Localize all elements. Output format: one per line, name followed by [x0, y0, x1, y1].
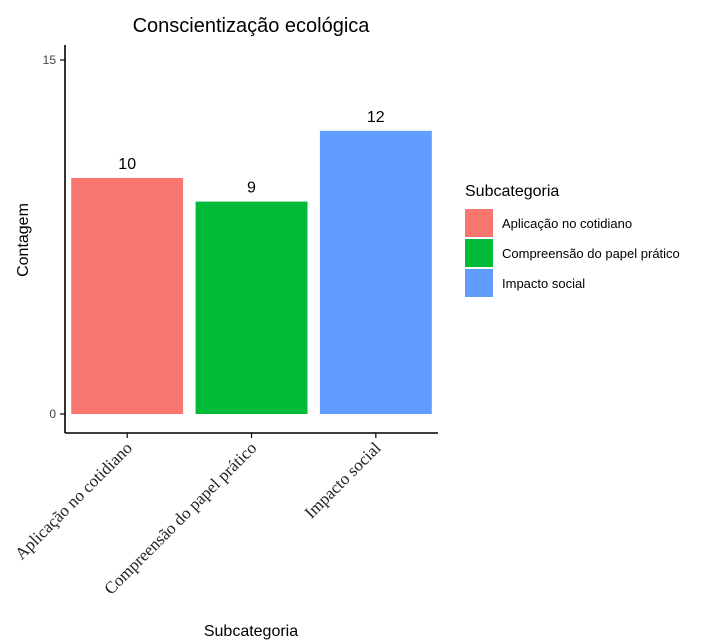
legend-swatch: [465, 209, 493, 237]
bar: [320, 131, 432, 414]
legend-entry: Compreensão do papel prático: [502, 246, 680, 261]
legend-swatch: [465, 239, 493, 267]
data-label: 10: [118, 156, 136, 173]
x-axis-label: Subcategoria: [204, 623, 298, 640]
legend-entry: Impacto social: [502, 276, 585, 291]
data-label: 9: [247, 180, 256, 197]
x-tick-label: Aplicação no cotidiano: [11, 438, 136, 563]
legend-entry: Aplicação no cotidiano: [502, 216, 632, 231]
chart-title: Conscientização ecológica: [133, 15, 371, 37]
data-label: 12: [367, 109, 385, 126]
x-tick-label: Impacto social: [301, 438, 385, 522]
legend-swatch: [465, 269, 493, 297]
legend: Subcategoria Aplicação no cotidiano Compr…: [465, 183, 680, 297]
bar: [196, 202, 308, 414]
legend-title: Subcategoria: [465, 183, 559, 200]
y-tick-label: 15: [43, 53, 57, 67]
bar: [71, 178, 183, 414]
y-tick-label: 0: [49, 407, 56, 421]
y-axis-label: Contagem: [15, 203, 32, 277]
